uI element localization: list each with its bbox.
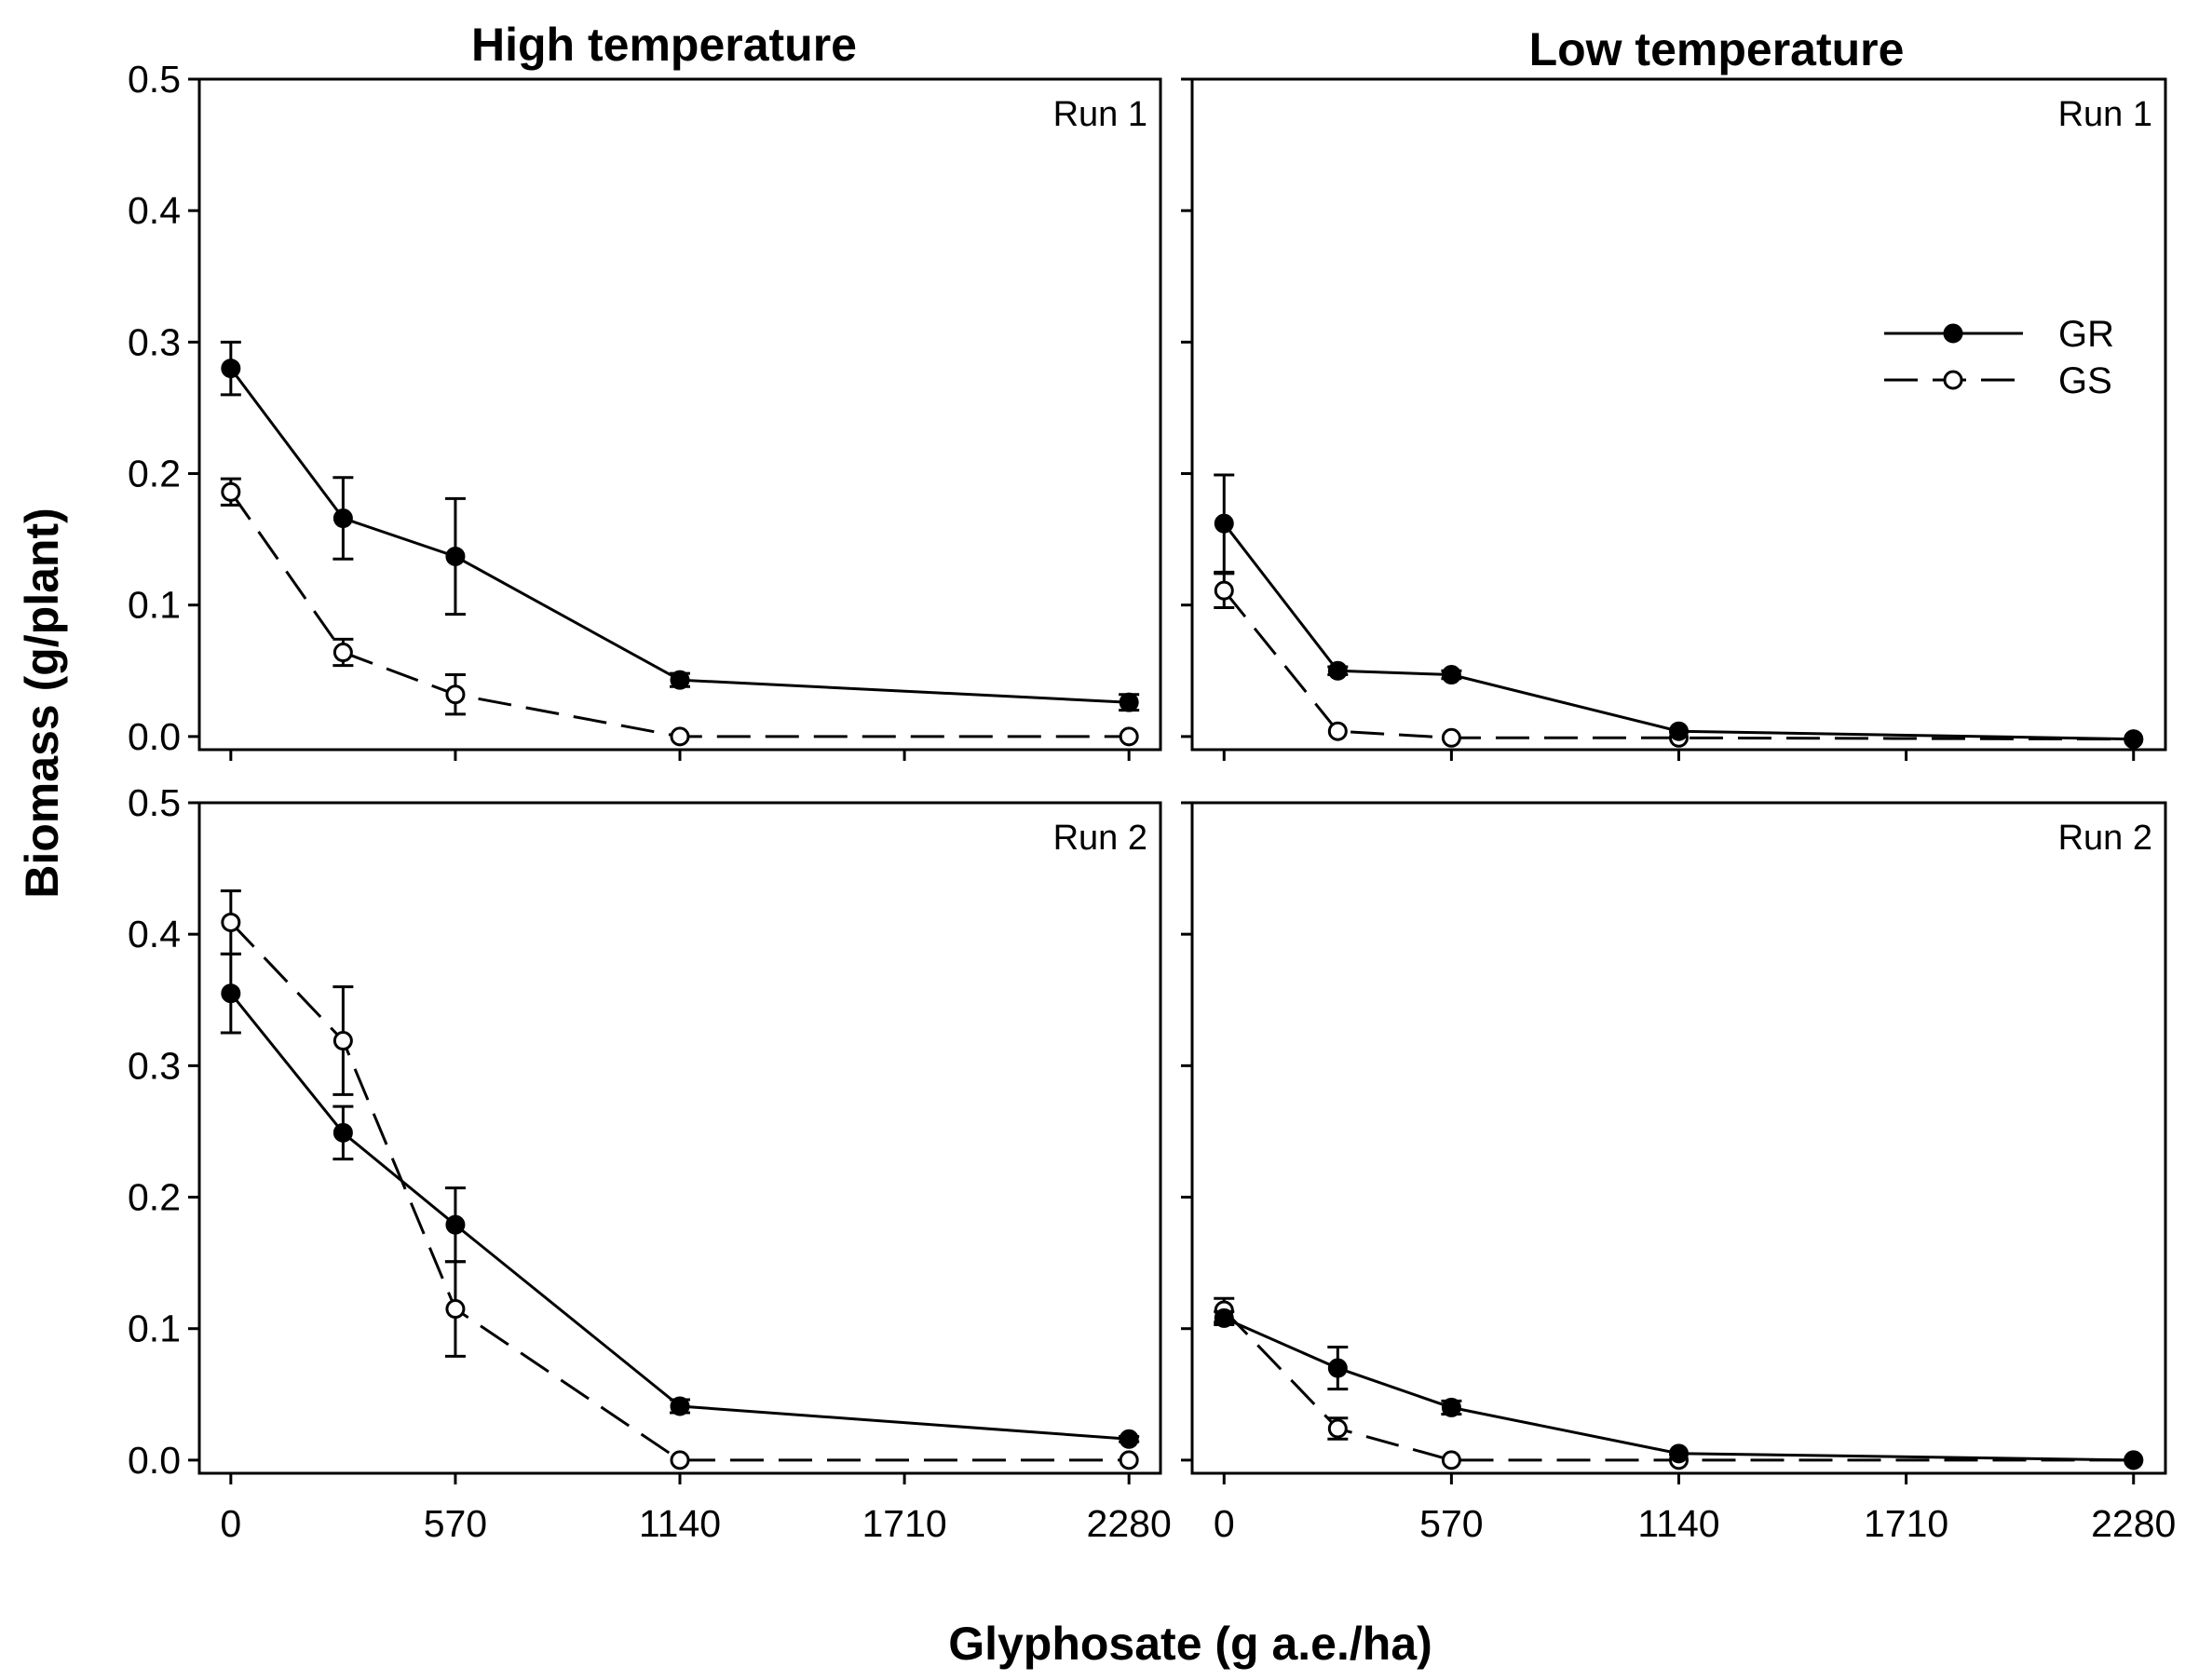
data-point-gr — [445, 1214, 466, 1235]
y-tick-label: 0.3 — [128, 320, 181, 363]
x-tick-label: 1140 — [1637, 1502, 1719, 1545]
data-point-gs — [1119, 1450, 1139, 1470]
y-tick-label: 0.5 — [128, 781, 181, 824]
data-point-gs — [221, 912, 241, 932]
legend-label-gs: GS — [2058, 360, 2112, 401]
data-point-gs — [1441, 727, 1461, 748]
legend: GR GS — [1884, 314, 2114, 401]
data-point-gr — [1214, 513, 1234, 534]
data-point-gs — [1119, 726, 1139, 747]
data-point-gr — [1214, 1307, 1234, 1328]
y-tick-label: 0.1 — [128, 584, 181, 627]
x-tick-label: 0 — [220, 1502, 241, 1545]
data-point-gr — [1327, 660, 1348, 681]
panel-1: 0.0 0.1 0.2 0.3 0.4 0.5 Run 1 — [128, 58, 1162, 761]
panel-4: 0 570 1140 1710 2280 Run 2 — [1181, 801, 2176, 1545]
x-tick-label: 1710 — [862, 1502, 946, 1545]
y-tick-label: 0.4 — [128, 913, 181, 955]
data-point-gs — [670, 1450, 690, 1470]
column-title-low: Low temperature — [1529, 23, 1905, 75]
data-point-gr — [1119, 692, 1139, 712]
x-tick-label: 2280 — [2091, 1502, 2176, 1545]
y-tick-label: 0.5 — [128, 58, 181, 101]
data-point-gr — [1119, 1429, 1139, 1449]
series-gs — [220, 477, 1139, 747]
data-point-gs — [1441, 1450, 1461, 1470]
data-point-gs — [332, 643, 353, 663]
y-tick-label: 0.0 — [128, 715, 181, 758]
y-tick-label: 0.2 — [128, 1176, 181, 1219]
series-line-gs — [229, 921, 1130, 1462]
data-point-gr — [670, 670, 690, 690]
y-tick-label: 0.2 — [128, 453, 181, 495]
panel-3: 0.0 0.1 0.2 0.3 0.4 0.5 0 570 1140 1710 2280 Run 2 — [128, 781, 1172, 1545]
data-point-gr — [1327, 1358, 1348, 1378]
series-line-gs — [1223, 589, 2134, 741]
y-tick-label: 0.0 — [128, 1439, 181, 1482]
x-tick-label: 2280 — [1087, 1502, 1172, 1545]
series-line-gr — [229, 992, 1130, 1441]
panel-2: Run 1 GR GS — [1181, 77, 2167, 761]
data-point-gs — [1327, 721, 1348, 741]
legend-marker-gr — [1943, 323, 1963, 344]
series-gr — [1214, 473, 2144, 750]
series-line-gr — [229, 367, 1130, 704]
series-line-gr — [1223, 522, 2134, 741]
data-point-gr — [1441, 1397, 1461, 1417]
y-tick-label: 0.3 — [128, 1044, 181, 1087]
data-point-gs — [332, 1031, 353, 1051]
series-gs — [220, 889, 1139, 1470]
plot-frame — [1190, 77, 2167, 752]
data-point-gs — [445, 684, 466, 705]
series-gs — [1214, 1296, 2144, 1470]
data-point-gr — [1441, 665, 1461, 685]
data-point-gr — [2124, 1450, 2144, 1470]
column-title-high: High temperature — [471, 19, 857, 71]
data-point-gr — [221, 359, 241, 379]
data-point-gr — [2124, 729, 2144, 750]
panel-run-label: Run 2 — [1053, 819, 1147, 858]
data-point-gr — [332, 1122, 353, 1143]
series-gs — [1214, 572, 2144, 750]
x-tick-label: 1710 — [1864, 1502, 1948, 1545]
panel-run-label: Run 1 — [1053, 95, 1147, 134]
series-line-gs — [1223, 1308, 2134, 1462]
y-tick-label: 0.1 — [128, 1307, 181, 1350]
x-tick-label: 1140 — [639, 1502, 721, 1545]
data-point-gs — [1214, 580, 1234, 601]
legend-marker-gs — [1943, 370, 1963, 390]
x-tick-label: 570 — [424, 1502, 487, 1545]
x-tick-label: 0 — [1214, 1502, 1235, 1545]
data-point-gr — [221, 983, 241, 1004]
panel-run-label: Run 1 — [2058, 95, 2152, 134]
x-tick-label: 570 — [1419, 1502, 1483, 1545]
data-point-gr — [1669, 1443, 1689, 1464]
series-line-gr — [1223, 1317, 2134, 1462]
data-point-gs — [445, 1299, 466, 1320]
series-gr — [1214, 1307, 2144, 1470]
data-point-gs — [221, 481, 241, 502]
data-point-gr — [332, 508, 353, 529]
y-tick-label: 0.4 — [128, 189, 181, 232]
legend-label-gr: GR — [2058, 314, 2114, 355]
series-gr — [220, 340, 1140, 712]
data-point-gs — [1327, 1418, 1348, 1439]
series-gr — [220, 952, 1140, 1449]
x-axis-title: Glyphosate (g a.e./ha) — [948, 1618, 1432, 1670]
panel-run-label: Run 2 — [2058, 819, 2152, 858]
series-line-gs — [229, 491, 1130, 738]
data-point-gs — [670, 726, 690, 747]
y-axis-title: Biomass (g/plant) — [16, 508, 68, 898]
data-point-gr — [445, 546, 466, 566]
data-point-gr — [670, 1396, 690, 1416]
data-point-gr — [1669, 721, 1689, 741]
